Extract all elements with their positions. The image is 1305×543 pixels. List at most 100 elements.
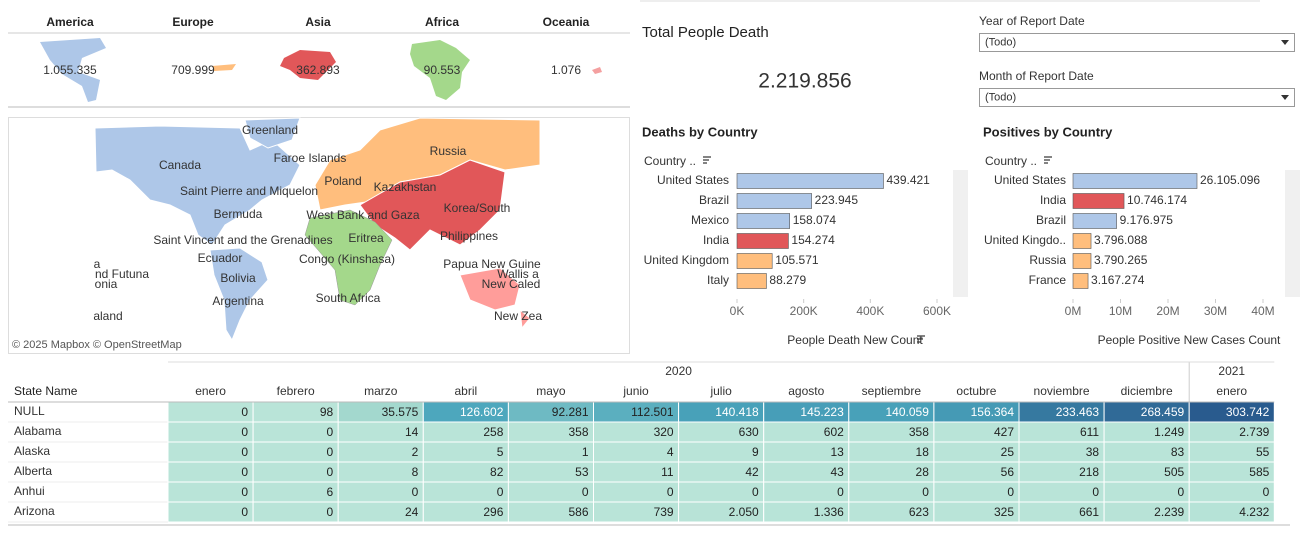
cell-value: 140.418	[715, 405, 759, 419]
heat-cell	[167, 401, 254, 423]
cell-value: 0	[327, 425, 334, 439]
cell-value: 0	[1007, 485, 1014, 499]
cell-value: 2.239	[1154, 505, 1184, 519]
map-label: Russia	[430, 144, 467, 158]
heat-cell	[167, 501, 254, 523]
cell-value: 156.364	[971, 405, 1015, 419]
cell-value: 2	[412, 445, 419, 459]
row-name: Anhui	[14, 484, 45, 498]
row-name: Alaska	[14, 444, 50, 458]
heat-cell	[593, 481, 680, 503]
bar	[1072, 253, 1092, 269]
y-axis-title: Country ..	[985, 154, 1037, 168]
map-label: Congo (Kinshasa)	[299, 252, 395, 266]
scrollbar[interactable]	[953, 170, 968, 297]
cell-value: 14	[405, 425, 419, 439]
map-label: New Zea	[494, 309, 542, 323]
bar	[1072, 213, 1117, 229]
heat-cell	[1103, 481, 1190, 503]
map-label: a	[94, 257, 101, 271]
continent-name: Europe	[172, 15, 214, 29]
month-header: septiembre	[862, 384, 922, 398]
cell-value: 18	[916, 445, 930, 459]
cell-value: 358	[568, 425, 588, 439]
map-label: Faroe Islands	[274, 151, 347, 165]
cell-value: 83	[1171, 445, 1185, 459]
heat-cell	[1188, 481, 1275, 503]
bar	[1072, 273, 1089, 289]
bar	[736, 193, 812, 209]
value-label: 154.274	[791, 233, 835, 247]
scrollbar[interactable]	[1285, 170, 1300, 297]
cell-value: 0	[582, 485, 589, 499]
heat-cell	[252, 421, 339, 443]
cell-value: 0	[241, 445, 248, 459]
continent-value: 1.055.335	[43, 63, 97, 77]
cell-value: 320	[654, 425, 674, 439]
cell-value: 0	[922, 485, 929, 499]
category-label: United States	[994, 173, 1066, 187]
category-label: India	[1040, 193, 1066, 207]
month-header: febrero	[277, 384, 315, 398]
heat-cell	[252, 501, 339, 523]
chart-title: Positives by Country	[983, 124, 1113, 139]
map-label: Saint Pierre and Miquelon	[180, 184, 318, 198]
bar	[736, 173, 884, 189]
row-name: NULL	[14, 404, 45, 418]
map-label: Papua New Guine	[443, 257, 541, 271]
africa-shape	[410, 40, 470, 100]
cell-value: 585	[1249, 465, 1269, 479]
filter-dropdown[interactable]	[979, 33, 1295, 52]
category-label: France	[1029, 273, 1067, 287]
map-label: onia	[95, 277, 118, 291]
continent-name: America	[46, 15, 94, 29]
cell-value: 0	[241, 465, 248, 479]
dropdown-arrow	[1281, 95, 1289, 100]
x-tick-label: 40M	[1251, 304, 1274, 318]
cell-value: 43	[830, 465, 844, 479]
heat-cell	[593, 441, 680, 463]
category-label: United Kingdom	[644, 253, 729, 267]
x-axis-title: People Death New Count	[787, 333, 923, 347]
heat-cell	[678, 481, 765, 503]
month-header: enero	[1216, 384, 1247, 398]
map-land	[94, 117, 541, 342]
category-label: Mexico	[691, 213, 729, 227]
filter-dropdown[interactable]	[979, 88, 1295, 107]
cell-value: 9	[752, 445, 759, 459]
continent-value: 90.553	[424, 63, 461, 77]
cell-value: 92.281	[552, 405, 589, 419]
cell-value: 0	[412, 485, 419, 499]
map-label: Wallis a	[497, 267, 539, 281]
bar	[736, 273, 767, 289]
cell-value: 1	[582, 445, 589, 459]
heat-cell	[337, 441, 424, 463]
month-header: noviembre	[1034, 384, 1090, 398]
cell-value: 303.742	[1226, 405, 1270, 419]
heat-cell	[422, 481, 509, 503]
cell-value: 611	[1080, 425, 1099, 439]
month-header: octubre	[956, 384, 996, 398]
cell-value: 140.059	[886, 405, 930, 419]
bar	[1072, 233, 1092, 249]
value-label: 3.796.088	[1094, 233, 1148, 247]
cell-value: 42	[745, 465, 759, 479]
cell-value: 11	[661, 465, 674, 479]
oceania-shape	[592, 67, 602, 74]
cell-value: 602	[824, 425, 844, 439]
cell-value: 623	[909, 505, 929, 519]
europe-shape	[212, 64, 236, 71]
value-label: 10.746.174	[1127, 193, 1187, 207]
category-label: Brazil	[699, 193, 729, 207]
cell-value: 0	[241, 425, 248, 439]
x-tick-label: 200K	[790, 304, 818, 318]
cell-value: 296	[483, 505, 503, 519]
category-label: Italy	[707, 273, 729, 287]
map-label: Bolivia	[220, 271, 256, 285]
x-tick-label: 0M	[1065, 304, 1082, 318]
heat-cell	[167, 421, 254, 443]
cell-value: 55	[1256, 445, 1270, 459]
cell-value: 28	[916, 465, 930, 479]
cell-value: 56	[1001, 465, 1015, 479]
